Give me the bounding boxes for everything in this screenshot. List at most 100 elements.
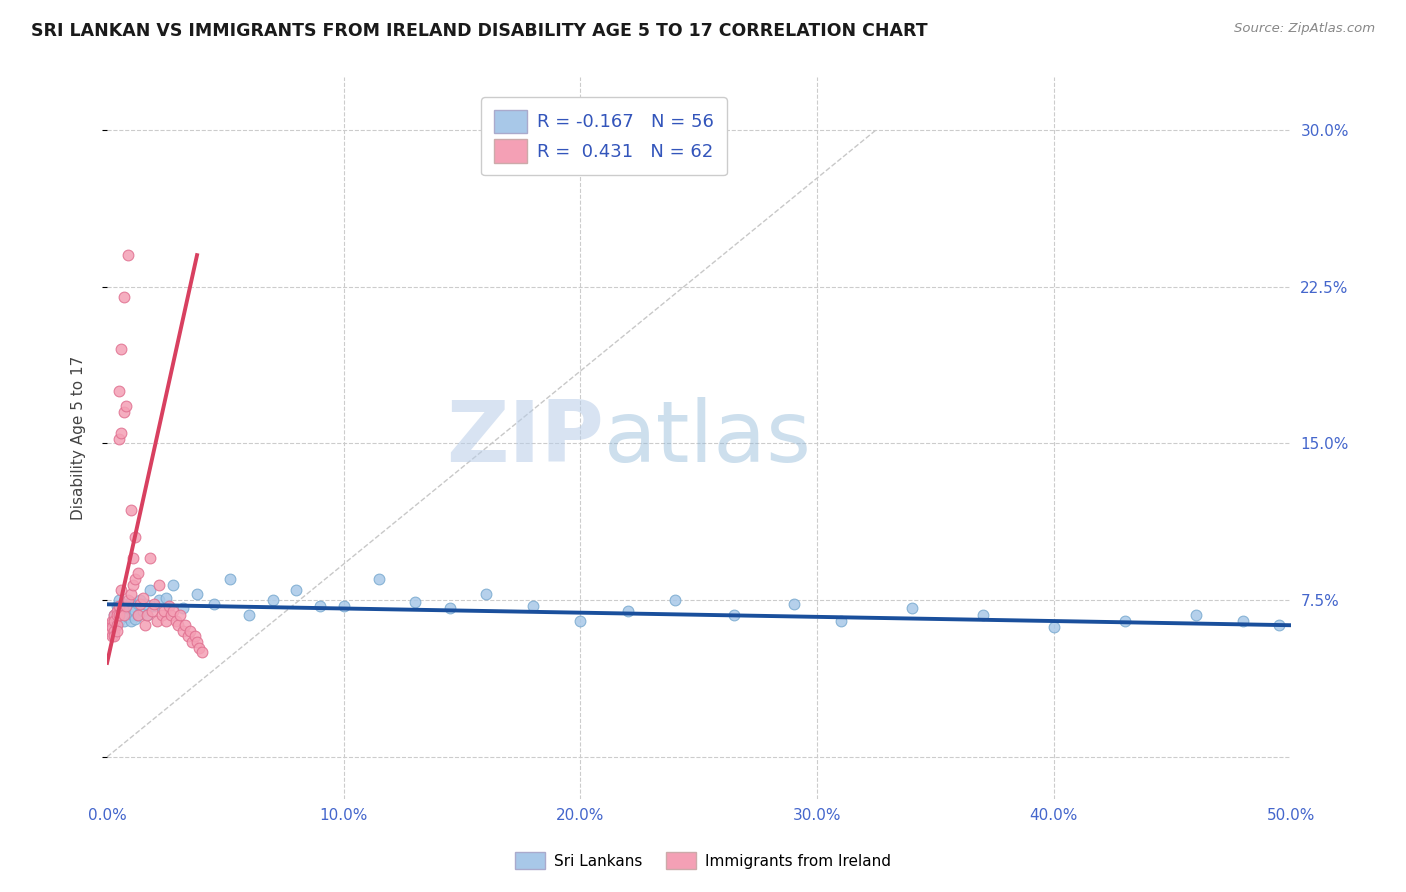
Point <box>120 587 142 601</box>
Point <box>103 624 125 639</box>
Point <box>522 599 544 614</box>
Point <box>664 593 686 607</box>
Point <box>105 618 128 632</box>
Point <box>122 578 145 592</box>
Point <box>110 607 132 622</box>
Point <box>120 614 142 628</box>
Point <box>569 614 592 628</box>
Point <box>122 599 145 614</box>
Point <box>219 572 242 586</box>
Point <box>143 599 166 614</box>
Point <box>103 607 125 622</box>
Text: Source: ZipAtlas.com: Source: ZipAtlas.com <box>1234 22 1375 36</box>
Point <box>127 566 149 580</box>
Text: ZIP: ZIP <box>446 397 605 480</box>
Point <box>186 635 208 649</box>
Point <box>103 629 125 643</box>
Point <box>122 551 145 566</box>
Point <box>117 610 139 624</box>
Point <box>333 599 356 614</box>
Point <box>285 582 308 597</box>
Point <box>138 551 160 566</box>
Point <box>112 599 135 614</box>
Point <box>122 607 145 622</box>
Point <box>105 599 128 614</box>
Point <box>134 597 156 611</box>
Point <box>183 629 205 643</box>
Point <box>110 582 132 597</box>
Point <box>262 593 284 607</box>
Point <box>202 597 225 611</box>
Point <box>115 606 138 620</box>
Point <box>112 290 135 304</box>
Point <box>131 604 153 618</box>
Point <box>167 618 190 632</box>
Point <box>103 607 125 622</box>
Point <box>117 593 139 607</box>
Point <box>179 624 201 639</box>
Point <box>117 601 139 615</box>
Point <box>141 604 163 618</box>
Point <box>136 607 159 622</box>
Point <box>108 607 131 622</box>
Point <box>165 614 187 628</box>
Point <box>723 607 745 622</box>
Point <box>309 599 332 614</box>
Point <box>108 614 131 628</box>
Point <box>134 618 156 632</box>
Legend: R = -0.167   N = 56, R =  0.431   N = 62: R = -0.167 N = 56, R = 0.431 N = 62 <box>481 97 727 176</box>
Point <box>110 425 132 440</box>
Point <box>1232 614 1254 628</box>
Point <box>475 587 498 601</box>
Point <box>124 530 146 544</box>
Point <box>155 614 177 628</box>
Point <box>129 593 152 607</box>
Point <box>150 607 173 622</box>
Y-axis label: Disability Age 5 to 17: Disability Age 5 to 17 <box>72 356 86 520</box>
Point <box>162 578 184 592</box>
Point <box>181 635 204 649</box>
Point <box>124 612 146 626</box>
Point <box>101 614 124 628</box>
Point <box>136 607 159 622</box>
Point <box>120 503 142 517</box>
Point <box>105 624 128 639</box>
Text: SRI LANKAN VS IMMIGRANTS FROM IRELAND DISABILITY AGE 5 TO 17 CORRELATION CHART: SRI LANKAN VS IMMIGRANTS FROM IRELAND DI… <box>31 22 928 40</box>
Point <box>617 604 640 618</box>
Point <box>98 624 121 639</box>
Point <box>172 601 194 615</box>
Point <box>155 591 177 605</box>
Point <box>404 595 426 609</box>
Point <box>108 384 131 398</box>
Point <box>101 620 124 634</box>
Legend: Sri Lankans, Immigrants from Ireland: Sri Lankans, Immigrants from Ireland <box>509 846 897 875</box>
Point <box>120 595 142 609</box>
Point <box>112 405 135 419</box>
Text: atlas: atlas <box>605 397 813 480</box>
Point <box>1114 614 1136 628</box>
Point <box>115 599 138 614</box>
Point <box>157 599 180 614</box>
Point <box>901 601 924 615</box>
Point <box>101 629 124 643</box>
Point <box>188 641 211 656</box>
Point <box>124 572 146 586</box>
Point <box>162 604 184 618</box>
Point <box>105 604 128 618</box>
Point <box>238 607 260 622</box>
Point <box>174 618 197 632</box>
Point <box>1043 620 1066 634</box>
Point <box>112 614 135 628</box>
Point <box>127 607 149 622</box>
Point <box>98 618 121 632</box>
Point <box>115 399 138 413</box>
Point <box>110 343 132 357</box>
Point <box>131 591 153 605</box>
Point <box>1268 618 1291 632</box>
Point <box>124 604 146 618</box>
Point <box>112 607 135 622</box>
Point <box>138 582 160 597</box>
Point <box>1185 607 1208 622</box>
Point <box>108 593 131 607</box>
Point <box>972 607 994 622</box>
